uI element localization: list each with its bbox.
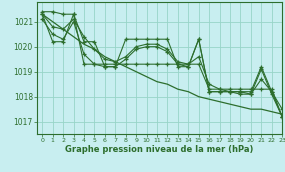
X-axis label: Graphe pression niveau de la mer (hPa): Graphe pression niveau de la mer (hPa) [66,145,254,154]
